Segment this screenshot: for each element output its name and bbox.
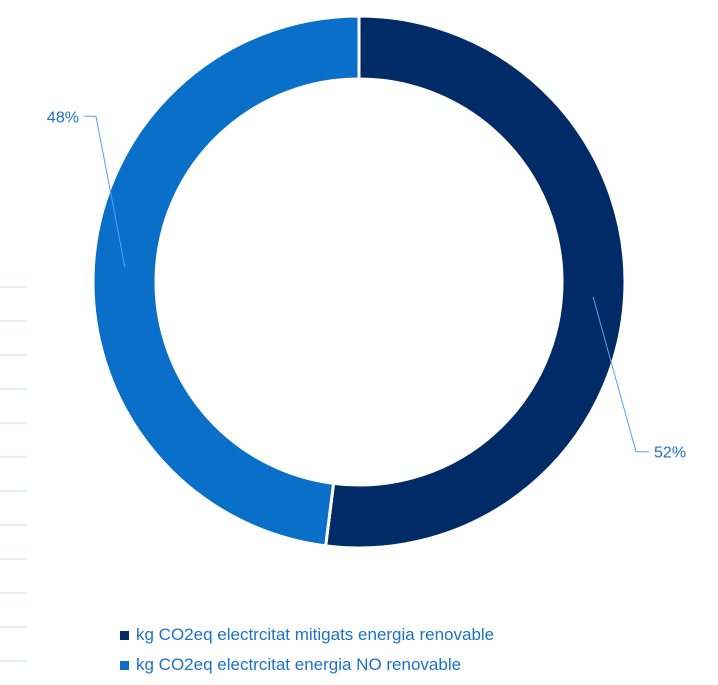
- legend: kg CO2eq electrcitat mitigats energia re…: [120, 620, 494, 680]
- legend-swatch: [120, 660, 129, 670]
- data-label-2: 48%: [47, 109, 79, 126]
- donut-slice-2: [91, 14, 361, 548]
- leader-line-2: [83, 115, 126, 268]
- legend-label: kg CO2eq electrcitat energia NO renovabl…: [136, 655, 462, 674]
- leader-line-1: [592, 296, 650, 453]
- leader-lines: [83, 115, 650, 453]
- gridline-fragment-group: [0, 286, 27, 662]
- donut-slices: [91, 14, 627, 550]
- legend-item-2: kg CO2eq electrcitat energia NO renovabl…: [120, 650, 494, 680]
- data-labels: 52% 48%: [47, 109, 686, 461]
- legend-item-1: kg CO2eq electrcitat mitigats energia re…: [120, 620, 494, 650]
- legend-label: kg CO2eq electrcitat mitigats energia re…: [136, 625, 495, 644]
- legend-swatch: [120, 630, 129, 640]
- data-label-1: 52%: [654, 445, 686, 462]
- donut-slice-1: [323, 14, 627, 550]
